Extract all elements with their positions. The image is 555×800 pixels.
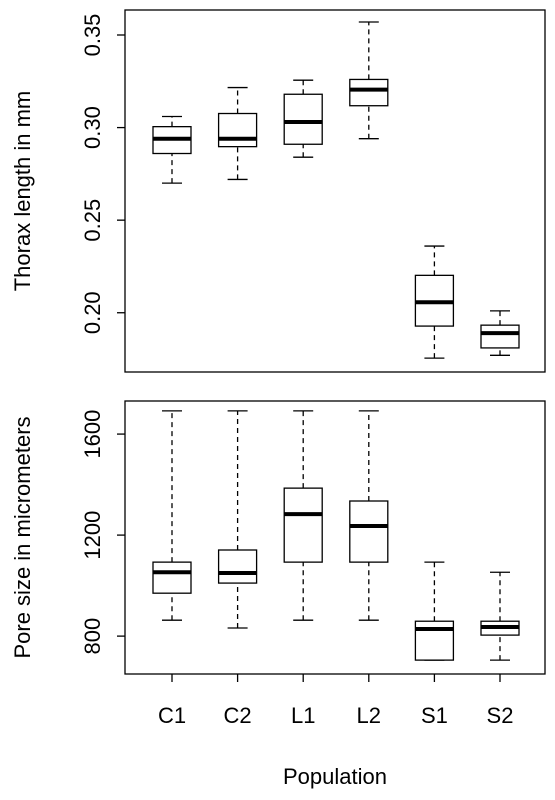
- y-axis-label: Pore size in micrometers: [10, 416, 35, 658]
- x-tick-label: S1: [421, 703, 448, 728]
- x-tick-label: C2: [224, 703, 252, 728]
- x-tick-label: C1: [158, 703, 186, 728]
- x-tick-label: L1: [291, 703, 315, 728]
- y-axis-label: Thorax length in mm: [10, 91, 35, 292]
- y-tick-label: 0.25: [80, 199, 105, 242]
- box: [217, 112, 258, 148]
- box: [349, 78, 389, 107]
- y-tick-label: 0.30: [80, 106, 105, 149]
- box: [152, 561, 192, 594]
- box: [283, 93, 323, 145]
- x-axis-label: Population: [283, 764, 387, 789]
- box: [480, 324, 520, 349]
- box: [217, 549, 258, 584]
- plot-frame: [124, 9, 546, 373]
- y-tick-label: 0.20: [80, 291, 105, 334]
- box: [283, 487, 323, 563]
- x-tick-label: S2: [487, 703, 514, 728]
- plot-frame: [124, 400, 546, 675]
- y-tick-label: 1200: [80, 511, 105, 560]
- y-tick-label: 0.35: [80, 14, 105, 57]
- y-tick-label: 800: [80, 618, 105, 655]
- y-tick-label: 1600: [80, 410, 105, 459]
- box: [349, 500, 389, 563]
- x-tick-label: L2: [357, 703, 381, 728]
